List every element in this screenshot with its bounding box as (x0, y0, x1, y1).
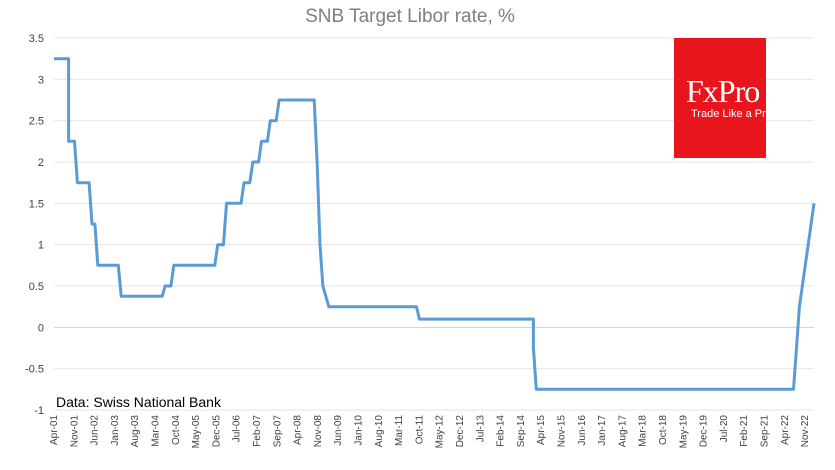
x-tick-label: Mar-04 (151, 415, 162, 447)
y-tick-label: 1.5 (29, 198, 44, 210)
y-tick-label: 0 (38, 322, 44, 334)
x-tick-label: Apr-08 (293, 415, 304, 445)
y-tick-label: 3.5 (29, 33, 44, 45)
x-tick-label: Aug-17 (617, 415, 628, 448)
x-tick-label: Apr-15 (536, 415, 547, 445)
x-tick-label: Aug-03 (130, 415, 141, 448)
x-tick-label: Mar-18 (638, 415, 649, 447)
source-note: Data: Swiss National Bank (56, 394, 221, 410)
x-tick-label: Feb-07 (252, 415, 263, 447)
x-tick-label: Nov-01 (69, 415, 80, 448)
y-tick-label: 1 (38, 240, 44, 252)
logo-tagline: Trade Like a Pro (691, 108, 772, 120)
x-tick-label: Oct-04 (171, 415, 182, 445)
x-tick-label: Dec-12 (455, 415, 466, 448)
chart-title: SNB Target Libor rate, % (305, 6, 515, 27)
x-tick-label: Jun-16 (577, 415, 588, 446)
x-tick-label: Feb-21 (739, 415, 750, 447)
x-tick-label: Nov-15 (557, 415, 568, 448)
y-axis-tick-labels: 3.5 3 2.5 2 1.5 1 0.5 0 -0.5 -1 (25, 33, 44, 417)
x-tick-label: May-05 (191, 415, 202, 449)
x-tick-label: Nov-22 (800, 415, 811, 448)
x-axis-tick-labels: Apr-01 Nov-01 Jun-02 Jan-03 Aug-03 Mar-04 Oct-… (49, 415, 811, 449)
series-line (54, 57, 816, 391)
x-tick-label: Oct-18 (658, 415, 669, 445)
x-tick-label: Jun-09 (333, 415, 344, 446)
x-tick-label: Nov-08 (313, 415, 324, 448)
x-tick-label: May-19 (678, 415, 689, 449)
x-tick-label: Sep-21 (760, 415, 771, 448)
y-tick-label: -0.5 (25, 364, 44, 376)
x-tick-label: Jan-17 (597, 415, 608, 446)
y-tick-label: -1 (34, 405, 44, 417)
series-layer (54, 57, 816, 391)
x-tick-label: Sep-07 (272, 415, 283, 448)
x-tick-label: Dec-19 (699, 415, 710, 448)
x-tick-label: Oct-11 (414, 415, 425, 445)
fxpro-logo: FxPro Trade Like a Pro (674, 38, 772, 158)
x-tick-label: Jun-02 (90, 415, 101, 446)
x-tick-label: Feb-14 (496, 415, 507, 447)
logo-brand: FxPro (686, 73, 760, 109)
y-tick-label: 3 (38, 74, 44, 86)
x-tick-label: Apr-22 (780, 415, 791, 445)
x-tick-label: Aug-10 (374, 415, 385, 448)
x-tick-label: Jul-13 (475, 415, 486, 443)
x-tick-label: Apr-01 (49, 415, 60, 445)
x-tick-label: Jul-20 (719, 415, 730, 443)
x-tick-label: May-12 (435, 415, 446, 449)
x-tick-label: Jan-03 (110, 415, 121, 446)
x-tick-label: Sep-14 (516, 415, 527, 448)
y-tick-label: 2 (38, 157, 44, 169)
y-tick-label: 0.5 (29, 281, 44, 293)
y-tick-label: 2.5 (29, 116, 44, 128)
x-tick-label: Jan-10 (354, 415, 365, 446)
x-tick-label: Mar-11 (394, 415, 405, 446)
x-tick-label: Dec-05 (211, 415, 222, 448)
x-tick-label: Jul-06 (232, 415, 243, 443)
